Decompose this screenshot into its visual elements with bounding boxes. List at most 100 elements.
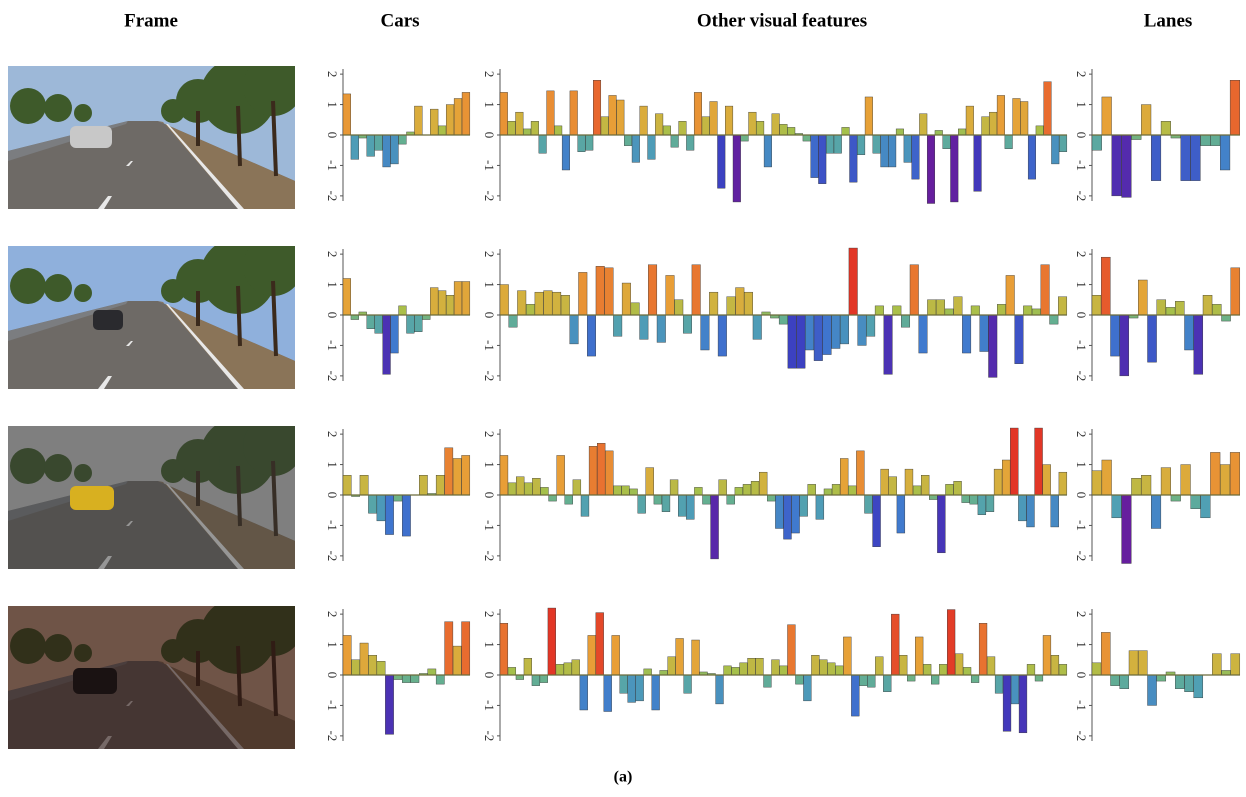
- bar: [751, 481, 759, 495]
- bar: [1051, 135, 1059, 164]
- bar: [733, 135, 741, 202]
- bar: [702, 117, 710, 135]
- bar: [1231, 268, 1240, 315]
- bar: [605, 451, 613, 495]
- bar: [666, 275, 675, 315]
- bar: [360, 643, 368, 675]
- bar: [883, 675, 891, 692]
- bar: [1059, 472, 1067, 495]
- bar: [849, 248, 858, 315]
- bar: [727, 297, 736, 315]
- bar: [779, 315, 788, 324]
- bar: [436, 475, 444, 495]
- bar: [744, 292, 753, 315]
- y-tick-label: -2: [1074, 730, 1089, 741]
- bar: [570, 315, 579, 344]
- bar: [912, 135, 920, 179]
- bar: [858, 315, 867, 345]
- bar: [1222, 315, 1231, 321]
- bar: [816, 495, 824, 519]
- bar: [508, 483, 516, 495]
- bar: [1003, 675, 1011, 731]
- bar: [907, 675, 915, 681]
- bar: [678, 495, 686, 516]
- bar: [1175, 301, 1184, 315]
- bar: [1194, 315, 1203, 374]
- bar: [549, 495, 557, 501]
- bar: [718, 315, 727, 356]
- bar: [893, 306, 902, 315]
- bar: [724, 666, 732, 675]
- bar: [980, 315, 989, 352]
- bar: [974, 135, 982, 191]
- bar: [891, 614, 899, 675]
- bar: [954, 297, 963, 315]
- y-tick-label: 1: [482, 281, 497, 288]
- bar: [377, 661, 385, 675]
- bar: [787, 625, 795, 675]
- bar: [1044, 82, 1052, 135]
- bar: [597, 443, 605, 495]
- y-tick-label: -2: [325, 190, 340, 201]
- bar: [524, 658, 532, 675]
- bar: [351, 315, 359, 320]
- bar: [1059, 664, 1067, 675]
- bar: [638, 495, 646, 513]
- bar: [1043, 465, 1051, 495]
- bar: [631, 303, 640, 315]
- bar: [732, 667, 740, 675]
- bar: [987, 657, 995, 675]
- bar: [756, 658, 764, 675]
- bar: [780, 666, 788, 675]
- bar: [692, 265, 701, 315]
- bar: [662, 495, 670, 512]
- bar: [923, 664, 931, 675]
- bar: [808, 484, 816, 495]
- bar: [517, 291, 526, 315]
- bar: [1161, 468, 1171, 495]
- bar: [764, 135, 772, 167]
- bar: [609, 95, 617, 135]
- bar: [500, 92, 508, 135]
- bar: [881, 135, 889, 167]
- bar: [581, 495, 589, 516]
- y-tick-label: 2: [482, 431, 497, 438]
- y-tick-label: 1: [325, 641, 340, 648]
- bar: [1027, 664, 1035, 675]
- bar: [686, 135, 694, 150]
- bar: [414, 106, 422, 135]
- bar: [516, 112, 524, 135]
- bar: [375, 315, 383, 333]
- bar: [1036, 126, 1044, 135]
- bar: [710, 102, 718, 135]
- y-tick-label: 2: [325, 431, 340, 438]
- bar: [901, 315, 910, 327]
- bar: [343, 475, 351, 495]
- bar: [578, 135, 586, 152]
- y-tick-label: 1: [1074, 641, 1089, 648]
- bar: [966, 106, 974, 135]
- bar: [601, 117, 609, 135]
- bar: [640, 315, 649, 339]
- bar: [570, 91, 578, 135]
- bar: [385, 675, 393, 734]
- bar: [1101, 632, 1110, 675]
- bar: [508, 121, 516, 135]
- y-tick-label: -2: [1074, 190, 1089, 201]
- bar: [539, 135, 547, 153]
- bar: [632, 135, 640, 162]
- y-tick-label: -2: [1074, 550, 1089, 561]
- y-tick-label: 1: [325, 461, 340, 468]
- bar: [979, 623, 987, 675]
- bar: [375, 135, 383, 150]
- bar: [1181, 135, 1191, 181]
- y-tick-label: 1: [482, 101, 497, 108]
- bar: [532, 675, 540, 686]
- bar: [587, 315, 596, 356]
- bar: [613, 486, 621, 495]
- bar: [535, 292, 544, 315]
- bar: [814, 315, 823, 361]
- bar: [544, 291, 553, 315]
- bar: [605, 268, 614, 315]
